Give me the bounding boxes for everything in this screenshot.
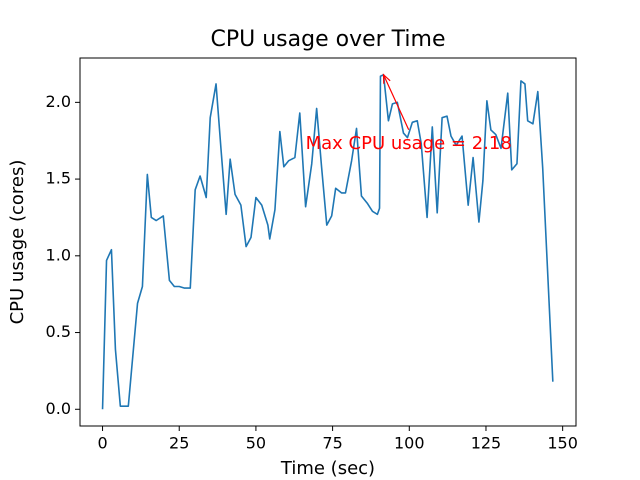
y-tick-label: 0.5 <box>46 322 71 341</box>
annotation-arrowhead <box>382 73 391 84</box>
y-tick-label: 1.5 <box>46 169 71 188</box>
line <box>101 73 554 410</box>
x-tick-label: 0 <box>97 434 107 453</box>
annotation-text: Max CPU usage = 2.18 <box>306 133 512 154</box>
x-tick-label: 75 <box>322 434 342 453</box>
x-tick-label: 100 <box>394 434 425 453</box>
y-tick-label: 2.0 <box>46 92 71 111</box>
y-tick-label: 0.0 <box>46 399 71 418</box>
x-tick-label: 25 <box>169 434 189 453</box>
x-tick-label: 150 <box>547 434 578 453</box>
x-tick-label: 125 <box>471 434 502 453</box>
x-axis-label: Time (sec) <box>280 458 375 479</box>
x-tick-label: 50 <box>246 434 266 453</box>
y-axis-label: CPU usage (cores) <box>7 160 28 325</box>
annotation-arrow <box>382 74 410 131</box>
y-tick-label: 1.0 <box>46 245 71 264</box>
axes-frame <box>79 57 577 427</box>
chart-title: CPU usage over Time <box>211 27 446 52</box>
